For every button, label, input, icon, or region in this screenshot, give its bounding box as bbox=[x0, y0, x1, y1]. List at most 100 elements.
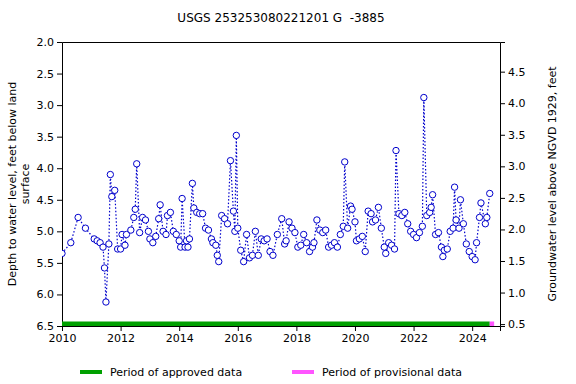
tick-mark bbox=[121, 326, 122, 331]
tick-mark bbox=[57, 42, 62, 43]
data-point bbox=[451, 184, 457, 190]
tick-label: 4.0 bbox=[508, 97, 526, 110]
data-point bbox=[362, 248, 368, 254]
y-axis-label-line: Depth to water level, feet below land bbox=[6, 82, 19, 287]
tick-mark bbox=[500, 103, 505, 104]
tick-label: 4.5 bbox=[37, 194, 55, 207]
tick-mark bbox=[57, 231, 62, 232]
data-point bbox=[243, 231, 249, 237]
tick-label: 3.5 bbox=[508, 129, 526, 142]
tick-label: 2018 bbox=[283, 332, 311, 345]
tick-mark bbox=[500, 261, 505, 262]
x-axis-top bbox=[63, 42, 501, 43]
tick: 4.5 bbox=[37, 194, 63, 207]
tick-label: 0.5 bbox=[508, 318, 526, 331]
tick: 4.5 bbox=[500, 66, 526, 79]
tick-label: 2.0 bbox=[37, 36, 55, 49]
tick: 2012 bbox=[107, 326, 135, 345]
data-point bbox=[82, 225, 88, 231]
data-point bbox=[103, 299, 109, 305]
tick-label: 2022 bbox=[400, 332, 428, 345]
series-line bbox=[62, 98, 490, 302]
tick-label: 5.5 bbox=[37, 257, 55, 270]
data-point bbox=[301, 231, 307, 237]
tick: 4.0 bbox=[37, 162, 63, 175]
tick-mark bbox=[179, 326, 180, 331]
data-point bbox=[227, 157, 233, 163]
data-point bbox=[100, 244, 106, 250]
tick-label: 3.5 bbox=[37, 131, 55, 144]
data-point bbox=[283, 238, 289, 244]
tick-label: 1.0 bbox=[508, 287, 526, 300]
data-point bbox=[311, 239, 317, 245]
chart: 201020122014201620182020202220242.02.53.… bbox=[0, 0, 576, 384]
data-point bbox=[428, 204, 434, 210]
tick: 2020 bbox=[341, 326, 369, 345]
data-point bbox=[150, 239, 156, 245]
data-point bbox=[264, 236, 270, 242]
y-axis-label-line: surface bbox=[19, 163, 32, 204]
tick-label: 2.5 bbox=[508, 192, 526, 205]
tick-label: 3.0 bbox=[37, 99, 55, 112]
x-axis: 20102012201420162018202020222024 bbox=[49, 326, 501, 345]
data-point bbox=[478, 200, 484, 206]
tick: 3.5 bbox=[500, 129, 526, 142]
tick: 6.5 bbox=[37, 320, 63, 333]
data-point bbox=[334, 244, 340, 250]
tick-mark bbox=[57, 326, 62, 327]
data-point bbox=[472, 257, 478, 263]
data-point bbox=[274, 231, 280, 237]
data-point bbox=[122, 242, 128, 248]
tick: 3.5 bbox=[37, 131, 63, 144]
data-point bbox=[460, 221, 466, 227]
tick: 2014 bbox=[166, 326, 194, 345]
tick-label: 2.0 bbox=[508, 223, 526, 236]
data-point bbox=[476, 214, 482, 220]
tick-label: 1.5 bbox=[508, 255, 526, 268]
data-point bbox=[176, 238, 182, 244]
tick: 3.0 bbox=[37, 99, 63, 112]
legend-swatch bbox=[292, 370, 314, 374]
data-point bbox=[303, 239, 309, 245]
tick-label: 4.5 bbox=[508, 66, 526, 79]
data-point bbox=[270, 252, 276, 258]
tick-mark bbox=[238, 326, 239, 331]
data-point bbox=[186, 236, 192, 242]
tick-label: 2024 bbox=[459, 332, 487, 345]
data-point bbox=[342, 159, 348, 165]
data-point bbox=[375, 204, 381, 210]
tick: 4.0 bbox=[500, 97, 526, 110]
tick-mark bbox=[500, 293, 505, 294]
data-point bbox=[292, 229, 298, 235]
tick: 2018 bbox=[283, 326, 311, 345]
tick-mark bbox=[472, 326, 473, 331]
data-point bbox=[421, 94, 427, 100]
data-point bbox=[235, 225, 241, 231]
data-point bbox=[391, 246, 397, 252]
tick: 1.0 bbox=[500, 287, 526, 300]
data-point bbox=[378, 225, 384, 231]
tick: 5.0 bbox=[37, 225, 63, 238]
data-point bbox=[337, 231, 343, 237]
data-point bbox=[482, 221, 488, 227]
tick: 2022 bbox=[400, 326, 428, 345]
tick: 5.5 bbox=[37, 257, 63, 270]
legend-label: Period of provisional data bbox=[322, 366, 462, 379]
tick-label: 6.0 bbox=[37, 288, 55, 301]
data-point bbox=[393, 147, 399, 153]
data-point bbox=[349, 206, 355, 212]
data-point bbox=[416, 229, 422, 235]
tick: 3.0 bbox=[500, 160, 526, 173]
tick-label: 2020 bbox=[341, 332, 369, 345]
legend: Period of approved dataPeriod of provisi… bbox=[80, 366, 462, 379]
data-point bbox=[440, 253, 446, 259]
tick-label: 2012 bbox=[107, 332, 135, 345]
tick-mark bbox=[500, 324, 505, 325]
data-point bbox=[157, 202, 163, 208]
data-point bbox=[128, 227, 134, 233]
data-point bbox=[457, 197, 463, 203]
tick: 2024 bbox=[459, 326, 487, 345]
tick: 2.5 bbox=[500, 192, 526, 205]
tick-label: 2.5 bbox=[37, 68, 55, 81]
data-point bbox=[230, 208, 236, 214]
